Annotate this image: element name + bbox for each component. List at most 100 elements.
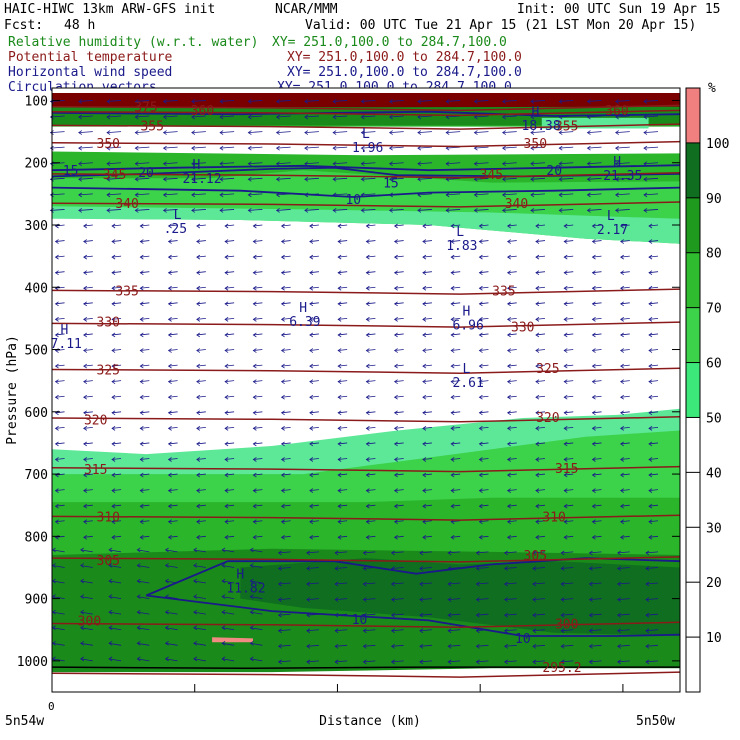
wind-vector-head [478,379,483,384]
wind-vector [83,535,93,538]
wind-vector-head [337,332,342,338]
wind-vector [55,535,65,538]
wind-vector [165,627,178,631]
wind-vector-head [530,176,535,182]
x-left-label: 5n54w [5,714,44,729]
wind-vector [648,380,659,383]
wind-vector [140,458,150,460]
wind-vector [648,240,659,242]
wind-vector-head [337,379,342,384]
wind-vector [50,193,65,196]
wind-vector [83,520,93,523]
wind-vector-head [447,612,452,618]
wind-vector [502,131,517,133]
wind-vector-head [588,550,593,556]
wind-vector-head [167,285,172,291]
wind-vector-head [422,379,427,384]
wind-vector-head [252,270,257,276]
wind-vector-head [506,270,511,276]
wind-vector [648,286,659,289]
wind-vector [253,411,263,414]
wind-vector-head [49,208,54,213]
wind-vector-head [54,457,59,462]
wind-vector-head [501,176,506,182]
wind-vector-head [535,301,540,307]
wind-vector [504,644,517,647]
wind-vector-head [334,581,339,587]
wind-vector-head [332,114,337,120]
wind-vector [451,442,461,445]
y-tick-label: 300 [25,219,48,234]
wind-vector [587,162,602,165]
wind-vector [446,100,461,102]
wind-vector-head [591,457,596,462]
wind-vector [281,364,291,367]
wind-vector-head [365,519,370,525]
wind-vector [422,520,432,523]
wind-vector [55,271,65,274]
wind-vector-head [393,472,398,478]
wind-vector [422,473,432,476]
wind-vector [535,473,546,476]
wind-vector [617,613,630,616]
wind-vector [55,349,65,351]
wind-vector-head [648,410,653,416]
wind-vector-head [139,472,144,478]
wind-vector-head [591,394,596,400]
wind-vector-head [506,379,511,384]
wind-vector [137,627,150,631]
wind-vector-head [620,285,624,291]
wind-vector-head [108,563,113,568]
wind-vector [168,349,178,351]
wind-vector [366,317,376,320]
wind-vector [507,302,517,305]
y-tick-label: 600 [25,406,48,421]
extremum-value: 21.12 [182,172,221,187]
wind-vector-head [620,441,624,447]
theta-label: 320 [84,413,107,428]
wind-vector [83,224,93,227]
wind-vector [55,489,65,492]
wind-vector-head [535,488,540,493]
rh-region [240,558,680,636]
wind-label: 15 [383,177,399,192]
wind-vector [507,473,517,476]
wind-vector [502,162,517,165]
wind-vector [479,349,489,351]
wind-vector-head [620,332,624,338]
wind-vector-head [362,550,367,556]
wind-vector-head [422,348,427,353]
wind-vector [476,551,489,554]
wind-vector [422,489,432,492]
extremum-value: 11.82 [226,582,265,597]
wind-vector [592,240,602,242]
wind-vector [276,177,291,180]
wind-vector [620,489,630,492]
wind-vector [80,596,93,599]
wind-vector-head [196,223,201,229]
wind-vector [83,333,93,336]
wind-vector [391,660,404,663]
wind-vector-head [196,426,201,431]
wind-vector [163,193,178,196]
wind-vector [451,395,461,398]
wind-vector [479,504,489,507]
wind-vector [535,240,546,242]
wind-vector-head [136,640,141,646]
theta-label: 310 [542,510,565,525]
theta-label: 315 [84,463,107,478]
wind-vector [422,504,432,507]
wind-vector [645,582,659,585]
wind-vector [592,489,602,492]
wind-vector-head [51,640,56,646]
wind-vector [135,209,150,211]
wind-vector-head [620,394,624,400]
wind-vector-head [111,519,116,525]
wind-vector-head [588,659,593,665]
wind-vector [55,333,65,336]
wind-vector [338,395,348,398]
wind-vector-head [615,208,619,213]
theta-label: 345 [480,168,503,183]
wind-vector-head [304,176,309,182]
wind-vector-head [586,176,591,182]
